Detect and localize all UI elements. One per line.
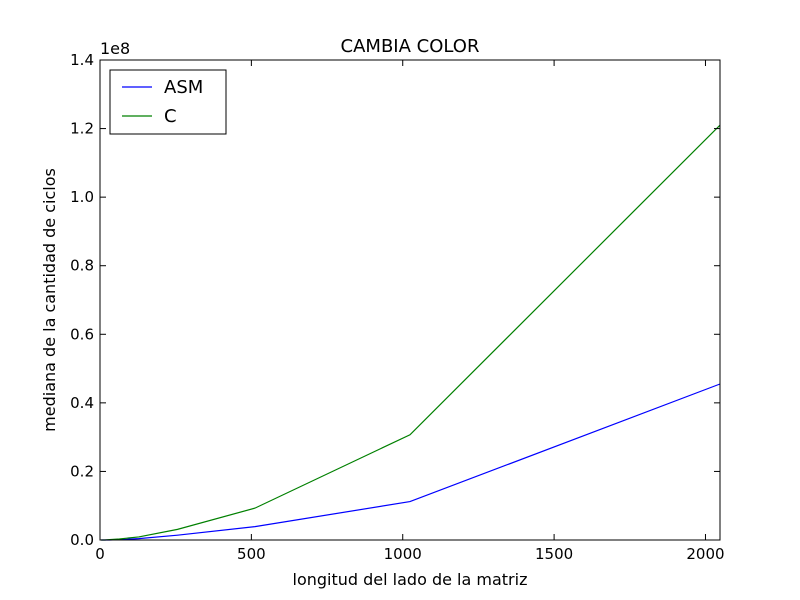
legend-box: [109, 69, 227, 135]
legend-label-c: C: [164, 106, 177, 127]
series-line-c: [101, 124, 721, 541]
chart-title: CAMBIA COLOR: [341, 36, 480, 57]
y-tick-label: 1.4: [70, 51, 94, 69]
y-tick-label: 0.4: [70, 394, 94, 412]
y-tick-label: 1.0: [70, 188, 94, 206]
y-tick-label: 1.2: [70, 120, 94, 138]
y-tick-label: 0.2: [70, 462, 94, 480]
x-axis-label: longitud del lado de la matriz: [293, 570, 528, 589]
x-tick-label: 1500: [535, 545, 573, 563]
x-tick-label: 0: [95, 545, 105, 563]
legend: ASM C: [109, 69, 227, 135]
y-tick-label: 0.8: [70, 257, 94, 275]
y-tick-label: 0.6: [70, 325, 94, 343]
x-tick-label: 1000: [384, 545, 422, 563]
legend-label-asm: ASM: [164, 77, 203, 98]
ticks-layer: 0 500 1000 1500 2000 0.0 0.2 0.4 0.6 0.8 1.0 1.2 1.4: [70, 51, 724, 563]
x-tick-label: 2000: [686, 545, 724, 563]
x-tick-label: 500: [237, 545, 266, 563]
series-line-asm: [101, 383, 721, 541]
y-offset-label: 1e8: [100, 39, 130, 58]
y-tick-label: 0.0: [70, 531, 94, 549]
series-layer: [101, 124, 721, 541]
plot-frame: [99, 59, 721, 541]
y-axis-label: mediana de la cantidad de ciclos: [40, 168, 59, 432]
